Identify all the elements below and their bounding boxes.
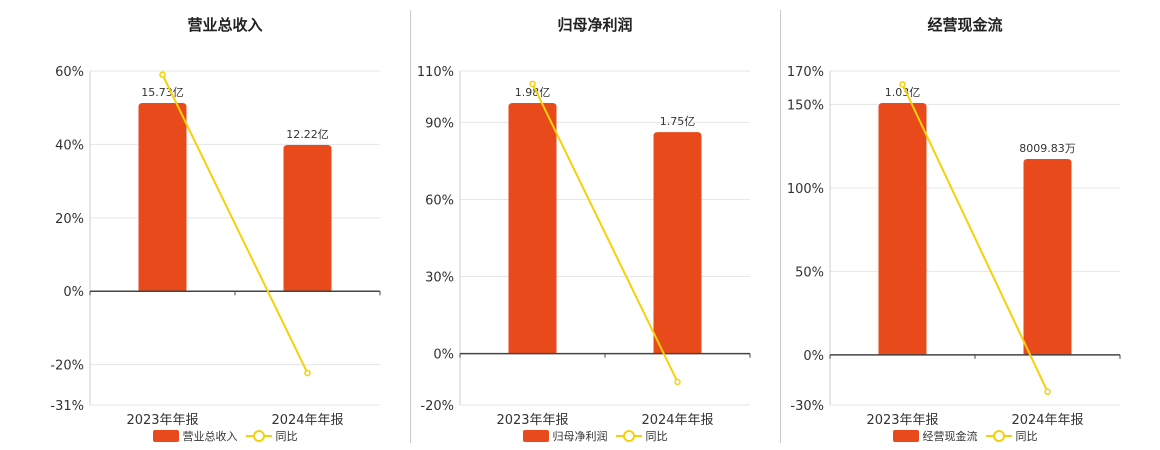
y-tick-label: -20% — [50, 359, 84, 374]
y-tick-label: 110% — [417, 65, 454, 80]
y-tick-label: 30% — [425, 271, 454, 286]
legend-item-line[interactable]: 同比 — [245, 428, 298, 444]
chart-legend: 归母净利润 同比 — [410, 428, 780, 444]
chart-title: 归母净利润 — [557, 16, 633, 34]
legend-bar-swatch — [152, 430, 179, 442]
y-tick-label: 60% — [425, 193, 454, 208]
legend-bar-swatch — [892, 430, 919, 442]
chart-svg-revenue: 60% 40% 20% 0% -20% -31% 15.73亿 12.22亿 2023年年报 20… — [50, 65, 381, 428]
legend-line-swatch — [985, 430, 1012, 442]
chart-legend: 营业总收入 同比 — [40, 428, 410, 444]
legend-label: 同比 — [1015, 430, 1038, 443]
legend-bar-swatch — [522, 430, 549, 442]
y-tick-label: 40% — [55, 138, 84, 153]
y-tick-label: 0% — [63, 285, 84, 300]
chart-title: 营业总收入 — [187, 16, 263, 34]
bar — [508, 103, 557, 354]
y-tick-label: 0% — [803, 349, 824, 364]
legend-item-bar[interactable]: 经营现金流 — [892, 428, 978, 444]
y-tick-label: 170% — [787, 65, 824, 80]
bar — [1023, 159, 1072, 355]
panel-divider — [780, 10, 781, 443]
y-tick-label: -20% — [420, 399, 454, 414]
x-category-label: 2024年年报 — [1011, 413, 1083, 428]
bar-value-label: 15.73亿 — [141, 86, 184, 99]
y-tick-label: 100% — [787, 182, 824, 197]
yoy-point — [674, 378, 681, 386]
legend-label: 同比 — [275, 430, 298, 443]
legend-item-line[interactable]: 同比 — [615, 428, 668, 444]
x-category-label: 2024年年报 — [641, 413, 713, 428]
bar-value-label: 12.22亿 — [286, 128, 329, 141]
bar — [878, 103, 927, 355]
y-tick-label: -30% — [790, 399, 824, 414]
bar — [283, 144, 332, 292]
legend-line-swatch — [615, 430, 642, 442]
x-category-label: 2023年年报 — [126, 413, 198, 428]
chart-panel-net-profit: 归母净利润 110% 90% 60% 30% 0% -20% 1.98亿 1.75亿 2023年… — [410, 0, 780, 450]
chart-panel-revenue: 营业总收入 60% 40% 20% 0% -20% -31% 15.73亿 12.22亿 202… — [40, 0, 410, 450]
chart-legend: 经营现金流 同比 — [780, 428, 1150, 444]
chart-title: 经营现金流 — [927, 16, 1003, 34]
y-tick-label: 50% — [795, 265, 824, 280]
yoy-line — [161, 74, 309, 374]
x-category-label: 2024年年报 — [271, 413, 343, 428]
chart-svg-net-profit: 110% 90% 60% 30% 0% -20% 1.98亿 1.75亿 2023年年报 2024… — [417, 65, 751, 428]
y-tick-label: -31% — [50, 399, 84, 414]
y-tick-label: 90% — [425, 116, 454, 131]
chart-panel-cash-flow: 经营现金流 170% 150% 100% 50% 0% -30% 1.03亿 8009.83万… — [780, 0, 1150, 450]
chart-svg-cash-flow: 170% 150% 100% 50% 0% -30% 1.03亿 8009.83万 2023年年… — [787, 65, 1121, 428]
yoy-point — [1044, 388, 1051, 395]
legend-label: 同比 — [645, 430, 668, 443]
yoy-line — [901, 83, 1049, 393]
bar — [653, 132, 702, 354]
legend-item-line[interactable]: 同比 — [985, 428, 1038, 444]
bar-value-label: 8009.83万 — [1019, 142, 1076, 155]
x-category-label: 2023年年报 — [866, 413, 938, 428]
legend-item-bar[interactable]: 归母净利润 — [522, 428, 608, 444]
bar — [138, 103, 187, 292]
bar-value-label: 1.03亿 — [885, 86, 921, 99]
legend-label: 归母净利润 — [552, 430, 608, 443]
y-tick-label: 0% — [433, 348, 454, 363]
x-category-label: 2023年年报 — [496, 413, 568, 428]
legend-label: 营业总收入 — [182, 430, 238, 443]
yoy-point — [159, 71, 166, 78]
y-tick-label: 20% — [55, 212, 84, 227]
yoy-point — [304, 369, 311, 377]
legend-line-swatch — [245, 430, 272, 442]
yoy-line — [531, 83, 679, 383]
y-tick-label: 150% — [787, 98, 824, 113]
panel-divider — [410, 10, 411, 443]
legend-label: 经营现金流 — [922, 430, 978, 443]
bar-value-label: 1.98亿 — [515, 86, 551, 99]
y-tick-label: 60% — [55, 65, 84, 80]
legend-item-bar[interactable]: 营业总收入 — [152, 428, 238, 444]
bar-value-label: 1.75亿 — [660, 115, 696, 128]
yoy-point — [529, 80, 536, 88]
yoy-point — [899, 81, 906, 88]
